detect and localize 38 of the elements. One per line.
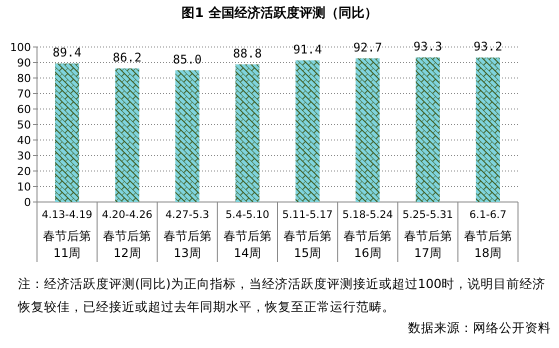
bar: [476, 58, 500, 202]
bar: [296, 60, 320, 202]
y-tick-label: 60: [17, 103, 31, 116]
bar: [416, 57, 440, 202]
source-note: 数据来源：网络公开资料: [408, 320, 551, 337]
y-tick-label: 30: [17, 150, 31, 162]
x-tick-label: 4.20-4.26 春节后第 12周: [102, 209, 153, 260]
x-tick-label: 5.25-5.31 春节后第 17周: [402, 209, 454, 260]
bar: [115, 68, 140, 202]
x-tick-label: 6.1-6.7 春节后第 18周: [464, 209, 512, 260]
data-label: 91.4: [293, 42, 322, 56]
y-tick-label: 80: [17, 72, 31, 85]
data-label: 85.0: [172, 52, 202, 66]
y-tick-label: 10: [17, 180, 31, 194]
y-tick-label: 0: [24, 196, 31, 209]
x-tick-label: 5.4-5.10 春节后第 14周: [223, 209, 272, 260]
data-label: 92.7: [353, 40, 382, 54]
y-tick-label: 90: [17, 56, 31, 70]
bar: [235, 64, 260, 202]
y-tick-label: 70: [17, 88, 31, 100]
text: 注：经济活跃度评测(同比)为正向指标，当经济活跃度评测接近或超过100时，说明目前经济恢复较佳，已经接近或超过去年同期水平，恢复至正常运行范畴。: [18, 275, 547, 316]
y-tick-label: 40: [17, 134, 31, 147]
x-tick-label: 5.18-5.24 春节后第 16周: [342, 209, 394, 260]
y-tick-label: 50: [17, 118, 31, 132]
x-tick-label: 4.13-4.19 春节后第 11周: [42, 209, 92, 260]
bar: [175, 70, 200, 202]
y-tick-label: 100: [10, 41, 31, 54]
data-label: 86.2: [112, 50, 142, 64]
x-tick-label: 5.11-5.17 春节后第 15周: [282, 209, 333, 260]
y-tick-label: 20: [17, 165, 31, 178]
x-tick-label: 4.27-5.3 春节后第 13周: [163, 209, 212, 260]
chart-title: 图1 全国经济活跃度评测（同比）: [180, 4, 378, 22]
bar: [356, 58, 380, 202]
data-label: 89.4: [52, 45, 82, 60]
bar: [55, 63, 80, 202]
data-label: 93.2: [473, 40, 502, 54]
data-label: 93.3: [413, 39, 442, 54]
data-label: 88.8: [232, 46, 262, 60]
